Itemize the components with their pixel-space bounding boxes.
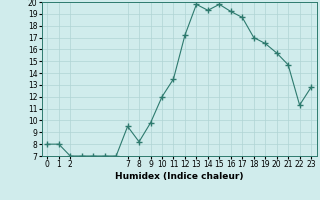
X-axis label: Humidex (Indice chaleur): Humidex (Indice chaleur) [115, 172, 244, 181]
